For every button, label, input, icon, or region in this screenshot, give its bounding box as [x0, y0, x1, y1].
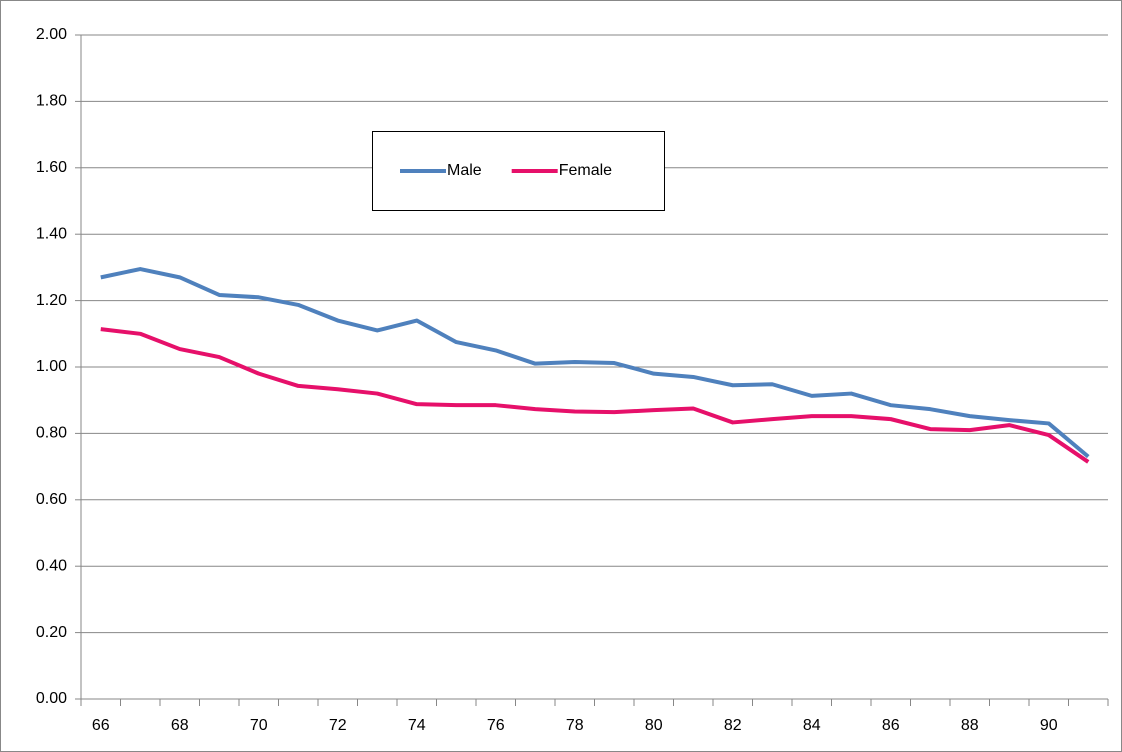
x-tick-label: 68: [171, 717, 189, 734]
y-tick-label: 1.80: [36, 93, 67, 110]
line-series: [100, 267, 1090, 459]
x-tick-label: 80: [645, 717, 663, 734]
line-series: [100, 327, 1090, 464]
x-tick-label: 88: [961, 717, 979, 734]
x-tick-label: 70: [250, 717, 268, 734]
x-tick-label: 74: [408, 717, 426, 734]
y-tick-label: 1.20: [36, 292, 67, 309]
y-tick-label: 1.40: [36, 225, 67, 242]
x-tick-label: 82: [724, 717, 742, 734]
x-tick-label: 84: [803, 717, 821, 734]
y-tick-label: 2.00: [36, 26, 67, 43]
y-tick-label: 0.40: [36, 557, 67, 574]
x-tick-label: 90: [1040, 717, 1058, 734]
legend-label: Female: [559, 162, 612, 179]
x-tick-label: 66: [92, 717, 110, 734]
x-tick-label: 78: [566, 717, 584, 734]
legend-label: Male: [447, 162, 482, 179]
y-tick-label: 0.20: [36, 624, 67, 641]
x-tick-label: 72: [329, 717, 347, 734]
y-tick-label: 1.00: [36, 358, 67, 375]
x-tick-label: 86: [882, 717, 900, 734]
y-tick-label: 1.60: [36, 159, 67, 176]
y-tick-label: 0.00: [36, 690, 67, 707]
y-tick-label: 0.60: [36, 491, 67, 508]
x-tick-label: 76: [487, 717, 505, 734]
y-tick-label: 0.80: [36, 425, 67, 442]
